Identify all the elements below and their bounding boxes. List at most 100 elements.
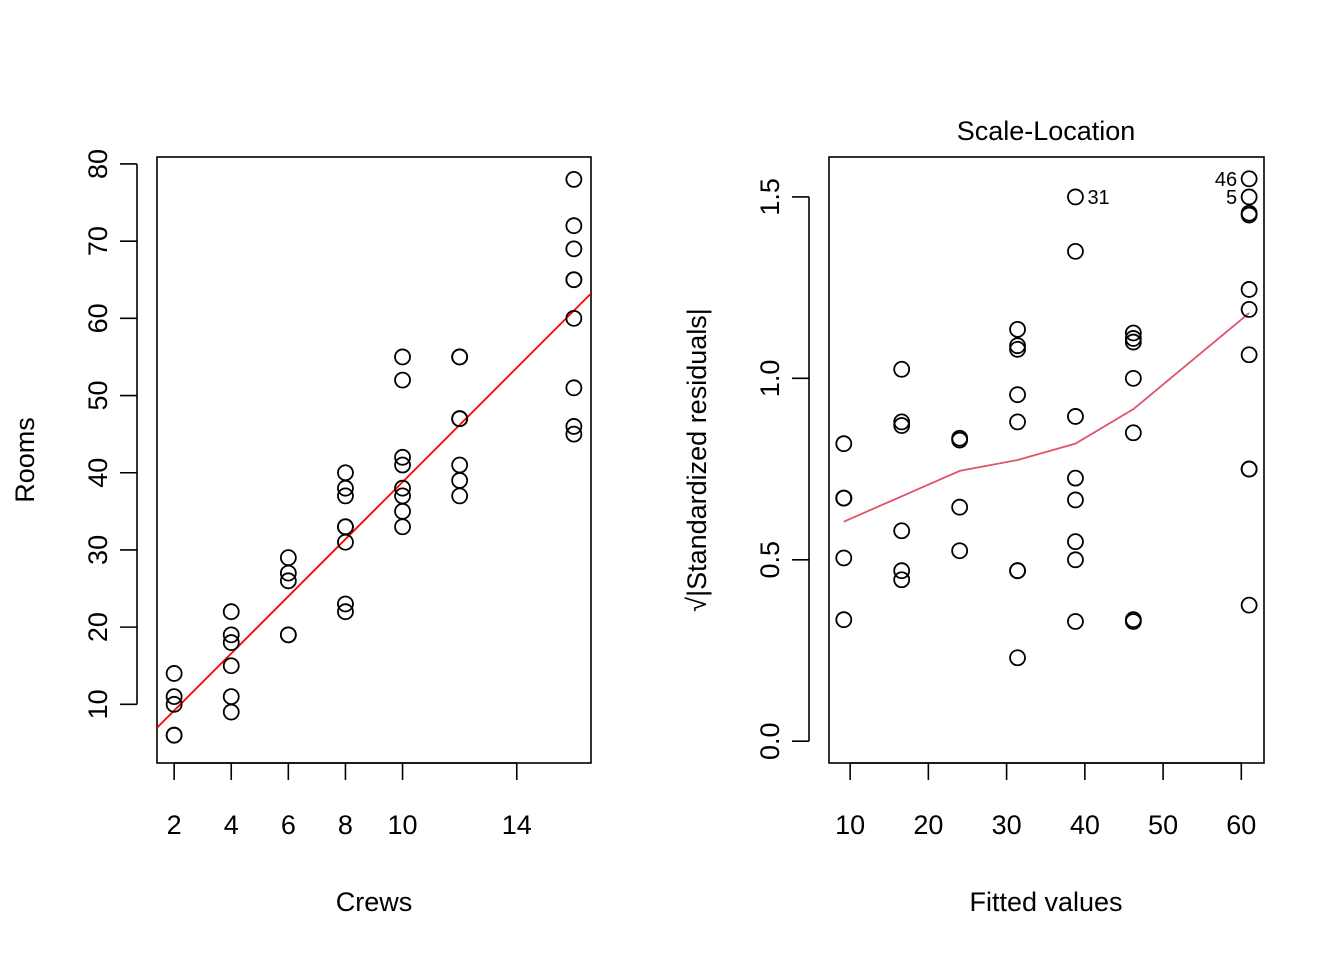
data-point	[394, 448, 411, 466]
data-point	[279, 626, 297, 644]
data-point	[565, 379, 583, 397]
data-point	[394, 518, 411, 536]
data-point	[1124, 324, 1142, 342]
data-point	[279, 572, 297, 590]
data-point	[565, 309, 583, 327]
plot-title: Scale-Location	[957, 116, 1136, 146]
data-point	[565, 425, 583, 443]
data-point	[394, 456, 411, 474]
data-point	[165, 665, 183, 682]
data-point	[565, 418, 583, 435]
y-axis-title: Rooms	[10, 417, 40, 503]
plot-frame	[828, 156, 1265, 764]
data-point	[1240, 281, 1258, 298]
x-tick-label: 40	[1070, 810, 1100, 840]
data-point	[451, 472, 469, 489]
data-point	[1067, 242, 1084, 260]
x-tick-label: 8	[338, 810, 353, 840]
data-point	[1067, 469, 1084, 487]
data-point	[893, 417, 911, 434]
smooth-line	[843, 312, 1250, 523]
data-point	[394, 479, 411, 497]
data-point	[1067, 533, 1084, 551]
data-point	[394, 348, 411, 366]
x-axis-title: Fitted values	[969, 887, 1122, 917]
data-point	[337, 603, 354, 621]
data-point	[951, 431, 969, 449]
scale-location-plot: Scale-Location 10 20 30 40 50 600.00.51.01.5 …	[682, 116, 1265, 917]
data-point	[337, 464, 354, 482]
data-point	[165, 726, 183, 744]
data-point	[835, 549, 853, 567]
data-point	[1067, 408, 1084, 425]
point-id-label: 5	[1226, 187, 1237, 209]
data-point	[893, 571, 911, 589]
data-point	[1067, 188, 1084, 206]
data-point	[1009, 413, 1026, 431]
data-point	[222, 688, 240, 706]
x-tick-label: 30	[992, 810, 1022, 840]
data-point	[1124, 424, 1142, 442]
point-labels: 46 31 5	[1087, 169, 1237, 209]
data-point	[1009, 320, 1026, 338]
x-tick-label: 2	[167, 810, 182, 840]
data-point	[394, 371, 411, 389]
axis-ticks: 2 4 6 8 10 14 10 20 30 40 50 60 70 80	[83, 149, 532, 840]
data-point	[565, 240, 583, 258]
data-point	[222, 626, 240, 644]
x-tick-label: 20	[913, 810, 943, 840]
data-point	[1124, 333, 1142, 351]
data-point	[565, 170, 583, 188]
y-tick-label: 70	[83, 226, 113, 256]
data-point	[451, 410, 469, 428]
y-tick-label: 50	[83, 381, 113, 411]
x-tick-label: 4	[224, 810, 239, 840]
data-point	[1009, 386, 1026, 404]
data-point	[565, 271, 583, 289]
y-tick-label: 1.5	[755, 178, 785, 216]
data-point	[835, 489, 853, 507]
x-tick-label: 6	[281, 810, 296, 840]
x-tick-label: 50	[1148, 810, 1178, 840]
regression-line	[157, 292, 591, 729]
point-id-label: 31	[1087, 187, 1109, 209]
x-tick-label: 10	[835, 810, 865, 840]
data-point	[835, 611, 853, 629]
data-point	[337, 533, 354, 551]
data-point	[1124, 369, 1142, 387]
data-point	[1009, 337, 1026, 355]
crews-rooms-plot: 2 4 6 8 10 14 10 20 30 40 50 60 70 80 Crews Rooms	[10, 149, 592, 917]
y-tick-label: 30	[83, 535, 113, 565]
data-point	[1240, 301, 1258, 318]
data-point	[951, 498, 969, 516]
data-point	[1009, 649, 1026, 667]
data-point	[893, 522, 911, 540]
plot-frame	[156, 156, 592, 764]
data-point	[1240, 346, 1258, 364]
x-tick-label: 14	[502, 810, 532, 840]
data-point	[951, 542, 969, 560]
data-point	[222, 634, 240, 651]
data-point	[1067, 613, 1084, 630]
data-point	[1240, 188, 1258, 206]
data-point	[279, 549, 297, 567]
data-point	[1067, 551, 1084, 569]
data-point	[1240, 206, 1258, 224]
regression-line-group	[157, 292, 591, 729]
y-tick-label: 0.5	[755, 541, 785, 579]
data-point	[1067, 491, 1084, 509]
y-tick-label: 40	[83, 458, 113, 488]
y-tick-label: 0.0	[755, 722, 785, 760]
data-point	[1240, 460, 1258, 478]
data-point	[165, 688, 183, 706]
data-point	[1009, 562, 1026, 580]
smooth-line-group	[843, 312, 1250, 523]
y-tick-label: 10	[83, 689, 113, 719]
data-points	[835, 170, 1258, 667]
axis-ticks: 10 20 30 40 50 60 0.0 0.5 1.0 1.5	[755, 178, 1256, 840]
data-point	[222, 703, 240, 721]
data-point	[451, 456, 469, 474]
data-point	[835, 435, 853, 453]
y-tick-label: 60	[83, 303, 113, 333]
data-point	[165, 695, 183, 713]
